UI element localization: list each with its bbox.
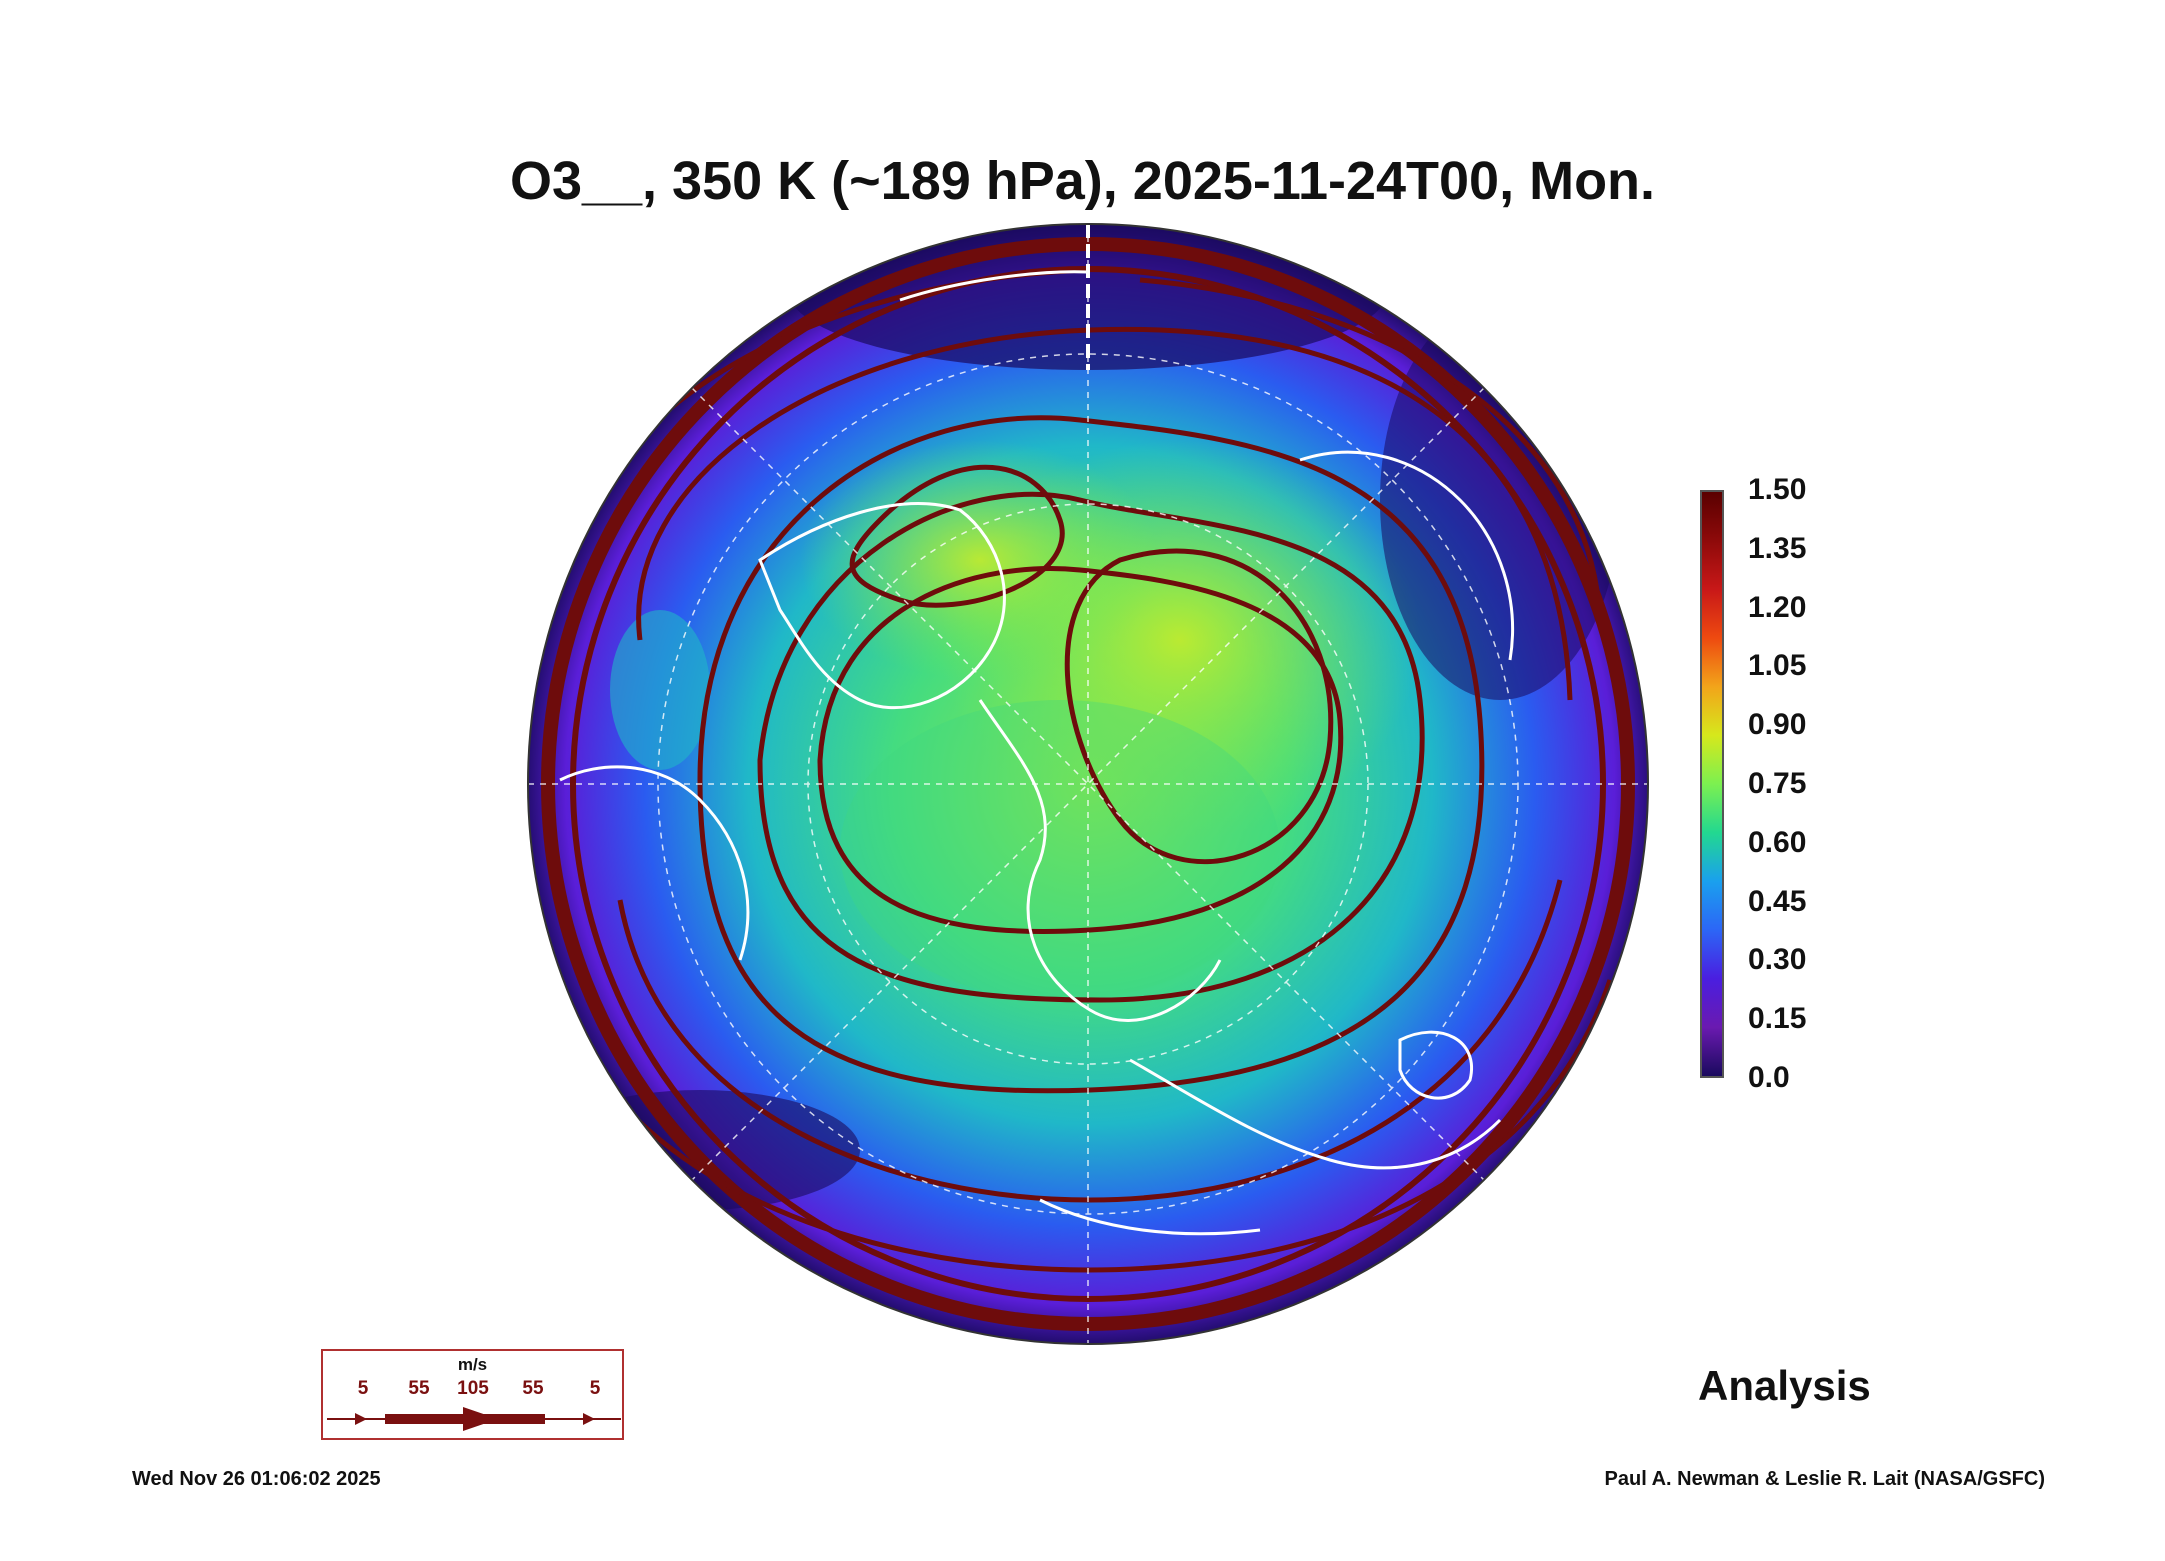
colorbar-tick-label: 0.45 xyxy=(1748,884,1807,918)
colorbar-tick-label: 1.35 xyxy=(1748,531,1807,565)
wind-streamlines xyxy=(541,237,1635,1331)
footer-credit: Paul A. Newman & Leslie R. Lait (NASA/GS… xyxy=(1604,1468,2045,1490)
plot-title: O3__, 350 K (~189 hPa), 2025-11-24T00, M… xyxy=(509,151,1656,211)
colorbar-gradient xyxy=(1700,490,1724,1078)
vector-arrow-icon xyxy=(327,1407,621,1431)
colorbar-tick-label: 1.05 xyxy=(1748,649,1807,683)
map-border xyxy=(527,223,1649,1345)
vector-label: 5 xyxy=(589,1378,601,1399)
colorbar-tick-label: 0.0 xyxy=(1748,1061,1790,1094)
colorbar-tick-label: 0.30 xyxy=(1748,943,1807,977)
colorbar: 1.50 1.35 1.20 1.05 0.90 0.75 0.60 0.45 0.30 0.15… xyxy=(1700,473,1870,1094)
colorbar-tick-label: 1.20 xyxy=(1748,590,1807,624)
colorbar-tick-label: 0.75 xyxy=(1748,767,1807,800)
analysis-label: Analysis xyxy=(1698,1362,1871,1409)
vector-label: 105 xyxy=(457,1378,489,1399)
graticule xyxy=(528,224,1648,1344)
vector-unit-label: m/s xyxy=(457,1355,488,1374)
colorbar-tick-label: 1.50 xyxy=(1748,473,1807,506)
vector-label: 5 xyxy=(357,1378,369,1399)
vector-label: 55 xyxy=(408,1378,430,1399)
colorbar-tick-label: 0.60 xyxy=(1748,825,1807,859)
coastlines xyxy=(559,270,1514,1236)
wind-vector-legend: m/s 5 55 105 55 5 xyxy=(321,1349,624,1440)
footer-timestamp: Wed Nov 26 01:06:02 2025 xyxy=(132,1468,381,1490)
colorbar-tick-label: 0.15 xyxy=(1748,1002,1807,1036)
vector-label: 55 xyxy=(522,1378,544,1399)
colorbar-tick-label: 0.90 xyxy=(1748,708,1807,742)
